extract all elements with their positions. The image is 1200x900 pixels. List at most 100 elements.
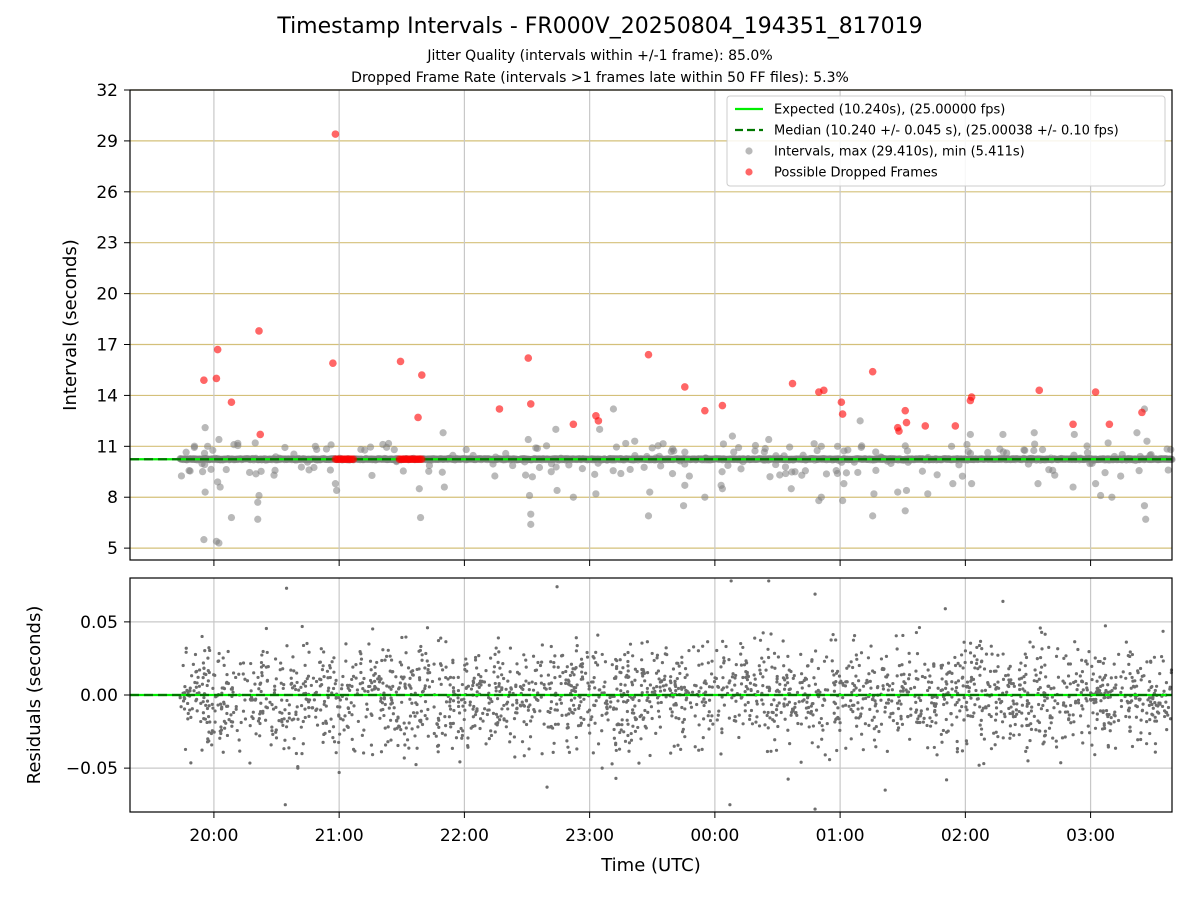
interval-point [648,444,656,452]
residual-point [379,750,384,754]
residual-point [969,660,974,664]
residual-point [444,700,449,704]
residual-point [282,683,286,687]
residual-point [526,708,530,712]
residual-point [301,643,306,648]
legend-label: Expected (10.240s), (25.00000 fps) [774,103,1005,118]
y-tick-label: 14 [96,386,118,406]
residual-point [387,706,391,710]
residual-point [1087,731,1092,735]
residual-point [1025,699,1029,703]
residual-point [917,625,922,630]
residual-point [1157,701,1161,705]
residual-point [550,726,555,730]
residual-point [642,671,647,676]
residual-point [868,679,872,683]
residual-point [229,720,233,724]
residual-point [811,724,815,728]
residual-point [413,714,417,718]
residual-point [290,686,295,690]
residual-point [886,701,890,705]
residual-point [935,695,939,699]
residual-point [207,646,211,650]
residual-point [481,719,485,723]
residual-point [579,657,584,661]
residual-point [518,703,522,707]
residual-point [1128,671,1132,676]
residual-point [832,711,836,715]
residual-point [280,717,284,722]
residual-point [194,670,198,674]
residual-point [776,724,780,729]
interval-point [297,463,306,471]
residual-point [1130,744,1135,749]
residual-point [524,658,528,662]
residual-point [1119,690,1123,695]
residual-point [676,743,680,747]
residual-point [349,701,353,705]
residual-point [1085,688,1089,692]
residual-point [843,684,848,688]
residual-point [1145,742,1149,746]
residual-point [471,683,475,688]
residual-point [825,721,829,726]
residual-point [465,662,469,666]
residual-point [446,677,450,681]
residual-point [594,660,598,665]
residual-point [687,691,691,695]
residual-point [695,702,699,707]
residual-point [746,687,750,691]
interval-point [640,463,648,471]
residual-point [668,707,673,711]
residual-point [671,667,676,671]
dropped-frame-point [838,410,847,418]
dropped-frame-point [902,418,911,427]
residual-point [734,673,738,678]
residual-point [1029,727,1034,731]
x-tick-label: 02:00 [941,826,990,846]
residual-point [653,689,657,693]
residual-point [1052,686,1056,690]
residual-point [284,725,289,729]
residual-point [338,732,342,736]
dropped-frame-point [495,405,504,413]
residual-point [580,670,584,674]
residual-point [321,664,325,668]
residual-point [518,684,523,689]
residual-point [372,673,376,677]
residual-point [394,675,398,679]
residual-point [722,703,726,707]
residual-point [1113,746,1118,750]
residual-point [203,717,208,721]
residual-point [861,748,865,752]
dropped-frame-point [1105,420,1114,429]
residual-point [1043,733,1047,737]
residual-point [748,714,752,718]
residual-point [768,716,772,720]
residual-point [707,727,711,731]
residual-point [341,674,345,679]
residual-point [369,743,374,747]
residual-point [891,711,895,715]
residual-point [245,679,250,683]
residual-point [645,686,649,691]
residual-point [605,711,609,715]
residual-point [800,680,804,685]
residual-point [665,652,669,657]
dropped-frame-point [526,400,535,408]
interval-point [201,461,209,469]
residual-point [834,717,838,722]
residual-point [783,697,787,701]
dropped-frame-point [921,422,930,430]
residual-point [1027,701,1031,705]
interval-point [631,451,639,460]
residual-point [610,663,614,667]
dropped-frame-point [594,417,603,425]
residual-point [602,685,606,689]
residual-point [820,724,824,728]
residual-point [505,719,509,723]
residual-point [1081,741,1085,745]
residual-point [407,721,411,725]
residual-point [909,707,913,711]
residual-point [388,654,392,658]
